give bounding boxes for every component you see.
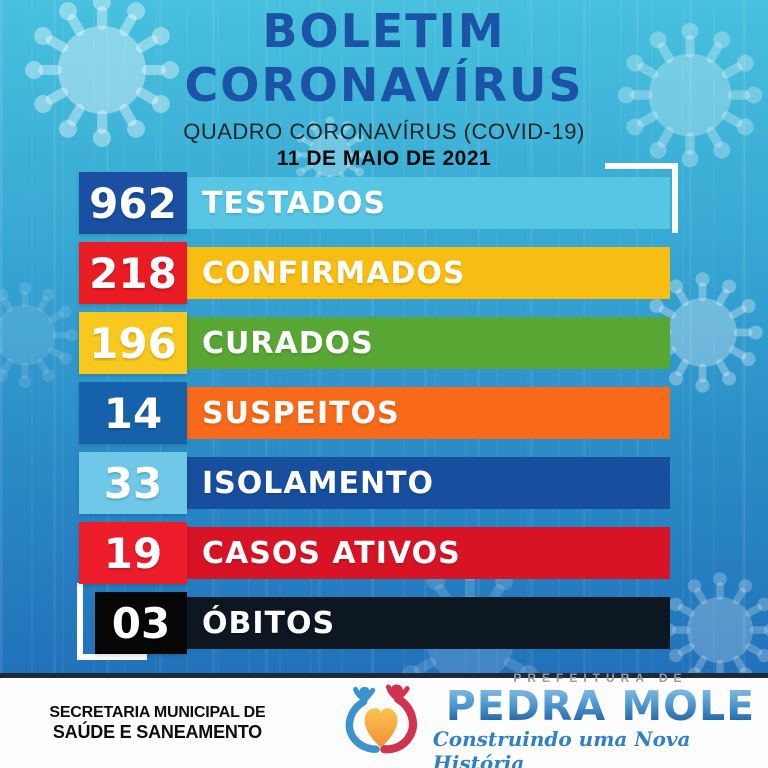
- stat-value: 218: [89, 248, 177, 298]
- title-line1: BOLETIM: [262, 4, 506, 58]
- prefeitura-logo: PREFEITURA DE PEDRA MOLE Construindo uma…: [333, 671, 768, 768]
- stat-bar: CASOS ATIVOS: [186, 527, 670, 579]
- stat-row: ISOLAMENTO 33: [79, 452, 670, 514]
- stat-value: 14: [103, 388, 163, 438]
- stat-value-box: 14: [79, 382, 187, 444]
- subtitle: QUADRO CORONAVÍRUS (COVID-19): [183, 118, 585, 144]
- stat-row: SUSPEITOS 14: [79, 382, 670, 444]
- stat-bar: CONFIRMADOS: [186, 247, 670, 299]
- logo-text: PREFEITURA DE PEDRA MOLE Construindo uma…: [433, 671, 768, 768]
- org-line1: SECRETARIA MUNICIPAL DE: [49, 703, 266, 721]
- stat-row: CURADOS 196: [79, 312, 670, 374]
- stat-value-box: 196: [79, 312, 187, 374]
- corner-bracket-bottom-left: [77, 583, 147, 660]
- title-line2: CORONAVÍRUS: [184, 58, 584, 113]
- stat-bar: ISOLAMENTO: [186, 457, 670, 509]
- stat-value: 962: [89, 178, 177, 228]
- stat-value: 196: [89, 318, 177, 368]
- page-title: BOLETIM CORONAVÍRUS: [0, 0, 768, 113]
- stat-value-box: 19: [79, 522, 187, 584]
- logo-slogan: Construindo uma Nova História: [432, 726, 691, 768]
- stat-label: ISOLAMENTO: [202, 465, 435, 501]
- stat-label: SUSPEITOS: [202, 395, 400, 431]
- footer: SECRETARIA MUNICIPAL DE SAÚDE E SANEAMEN…: [0, 671, 768, 768]
- stat-value: 33: [103, 458, 163, 508]
- stat-row: ÓBITOS 03: [79, 592, 670, 654]
- logo-prefeitura-de: PREFEITURA DE: [513, 671, 688, 686]
- stat-value: 03: [111, 598, 171, 648]
- stat-label: CURADOS: [202, 325, 374, 361]
- header: BOLETIM CORONAVÍRUS QUADRO CORONAVÍRUS (…: [0, 0, 768, 171]
- stat-value-box: 218: [79, 242, 187, 304]
- org-line2: SAÚDE E SANEAMENTO: [52, 721, 262, 742]
- org-name: SECRETARIA MUNICIPAL DE SAÚDE E SANEAMEN…: [0, 704, 315, 743]
- stat-bar: CURADOS: [186, 317, 670, 369]
- people-heart-logo-icon: [345, 684, 417, 754]
- logo-city-name: PEDRA MOLE: [445, 682, 756, 731]
- stat-row: TESTADOS 962: [79, 172, 670, 234]
- stat-label: CASOS ATIVOS: [202, 535, 461, 571]
- stat-value: 19: [103, 528, 163, 578]
- stat-label: TESTADOS: [202, 185, 386, 221]
- stats-list: TESTADOS 962 CONFIRMADOS 218 CURADOS 196: [79, 172, 670, 662]
- stat-value-box: 962: [79, 172, 187, 234]
- virus-watermark-icon: [0, 280, 80, 390]
- stat-bar: ÓBITOS: [186, 597, 670, 649]
- stat-value-box: 03: [95, 592, 187, 654]
- stat-bar: TESTADOS: [186, 177, 670, 229]
- stat-value-box: 33: [79, 452, 187, 514]
- stat-row: CASOS ATIVOS 19: [79, 522, 670, 584]
- stat-label: ÓBITOS: [202, 605, 336, 641]
- corner-bracket-top-right: [605, 163, 678, 233]
- stat-row: CONFIRMADOS 218: [79, 242, 670, 304]
- stat-label: CONFIRMADOS: [202, 255, 466, 291]
- stat-bar: SUSPEITOS: [186, 387, 670, 439]
